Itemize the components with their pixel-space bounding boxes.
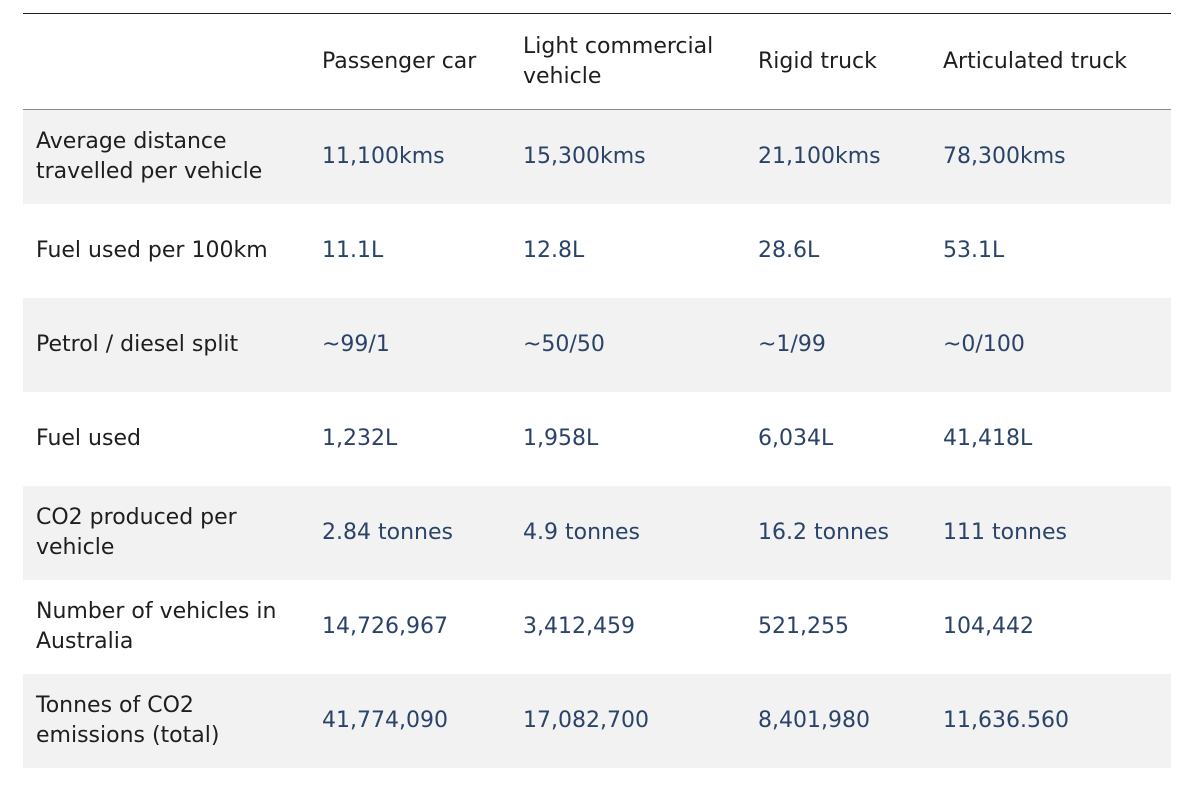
table-row: Tonnes of CO2 emissions (total) 41,774,0… (23, 673, 1171, 768)
table-cell: 53.1L (943, 237, 1005, 263)
comparison-table-container: Passenger car Light commercial vehicle R… (23, 13, 1171, 768)
row-label: Petrol / diesel split (36, 331, 239, 357)
table-body: Average distance travelled per vehicle 1… (23, 109, 1171, 768)
table-cell: 21,100kms (758, 143, 881, 169)
table-cell: 6,034L (758, 425, 834, 451)
header-cell-articulated-truck: Articulated truck (930, 13, 1171, 110)
table-cell: 11.1L (322, 237, 384, 263)
table-cell: 1,958L (523, 425, 599, 451)
table-row: Petrol / diesel split ~99/1 ~50/50 ~1/99… (23, 297, 1171, 392)
row-label: Number of vehicles in Australia (36, 598, 277, 654)
table-cell: 14,726,967 (322, 613, 448, 639)
table-cell: 17,082,700 (523, 707, 649, 733)
table-header: Passenger car Light commercial vehicle R… (23, 13, 1171, 110)
table-cell: 41,418L (943, 425, 1033, 451)
row-label: Tonnes of CO2 emissions (total) (36, 692, 220, 748)
table-cell: 4.9 tonnes (523, 519, 640, 545)
table-cell: ~99/1 (322, 331, 390, 357)
row-label: CO2 produced per vehicle (36, 504, 237, 560)
header-cell-blank (23, 13, 309, 110)
table-cell: 16.2 tonnes (758, 519, 889, 545)
table-cell: 111 tonnes (943, 519, 1067, 545)
table-cell: 15,300kms (523, 143, 646, 169)
table-cell: 3,412,459 (523, 613, 635, 639)
vehicle-emissions-table: Passenger car Light commercial vehicle R… (23, 13, 1171, 768)
table-cell: 104,442 (943, 613, 1034, 639)
row-label: Average distance travelled per vehicle (36, 128, 263, 184)
table-cell: ~1/99 (758, 331, 826, 357)
table-cell: 2.84 tonnes (322, 519, 453, 545)
table-cell: 78,300kms (943, 143, 1066, 169)
table-cell: ~50/50 (523, 331, 605, 357)
header-row: Passenger car Light commercial vehicle R… (23, 13, 1171, 110)
table-cell: 1,232L (322, 425, 398, 451)
table-row: Fuel used 1,232L 1,958L 6,034L 41,418L (23, 391, 1171, 486)
table-row: CO2 produced per vehicle 2.84 tonnes 4.9… (23, 485, 1171, 580)
table-cell: ~0/100 (943, 331, 1025, 357)
table-cell: 11,100kms (322, 143, 445, 169)
header-cell-passenger-car: Passenger car (309, 13, 510, 110)
table-cell: 12.8L (523, 237, 585, 263)
row-label: Fuel used per 100km (36, 237, 268, 263)
table-row: Average distance travelled per vehicle 1… (23, 109, 1171, 204)
table-row: Fuel used per 100km 11.1L 12.8L 28.6L 53… (23, 203, 1171, 298)
table-cell: 521,255 (758, 613, 849, 639)
table-cell: 8,401,980 (758, 707, 870, 733)
table-cell: 28.6L (758, 237, 820, 263)
table-cell: 41,774,090 (322, 707, 448, 733)
header-cell-light-commercial-vehicle: Light commercial vehicle (510, 13, 745, 110)
table-cell: 11,636.560 (943, 707, 1069, 733)
header-cell-rigid-truck: Rigid truck (745, 13, 930, 110)
table-row: Number of vehicles in Australia 14,726,9… (23, 579, 1171, 674)
row-label: Fuel used (36, 425, 141, 451)
